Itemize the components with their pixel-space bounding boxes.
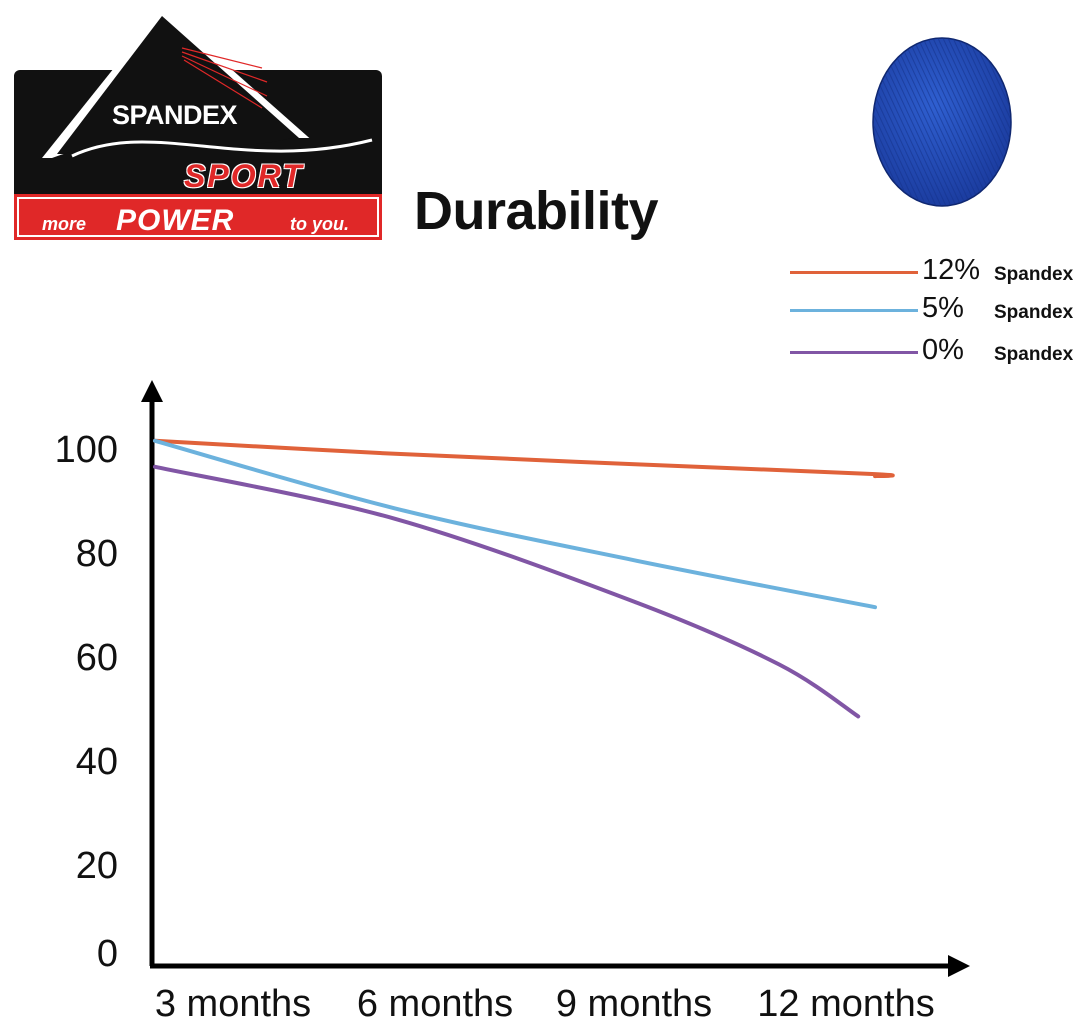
y-axis-arrow (141, 380, 163, 402)
series-line (153, 438, 895, 479)
logo-sport-text: SPORT (184, 158, 304, 194)
legend-line-swatch (790, 309, 918, 312)
y-tick-label: 20 (76, 845, 118, 887)
legend-percent: 12% (922, 254, 981, 286)
logo-brand-text: SPANDEX (112, 100, 238, 130)
series-line (153, 438, 877, 610)
x-axis-arrow (948, 955, 970, 977)
y-tick-labels: 0 20 40 60 80 100 (55, 429, 118, 975)
axes (141, 380, 970, 977)
legend-line-swatch (790, 351, 918, 354)
y-tick-label: 0 (97, 933, 118, 975)
spandex-sport-logo: SPANDEX SPORT more POWER to you. (12, 8, 384, 244)
logo-tagline-power: POWER (116, 204, 235, 237)
y-tick-label: 40 (76, 741, 118, 783)
x-tick-label: 12 months (757, 983, 934, 1025)
logo-tagline-to-you: to you. (290, 214, 349, 234)
y-tick-label: 60 (76, 637, 118, 679)
legend-label: Spandex (994, 264, 1074, 285)
fabric-swatch-icon (872, 37, 1012, 207)
y-tick-label: 80 (76, 533, 118, 575)
x-tick-label: 9 months (556, 983, 712, 1025)
series-line (153, 464, 861, 719)
legend-percent: 5% (922, 292, 964, 324)
series-lines (153, 438, 895, 719)
legend-label: Spandex (994, 302, 1074, 323)
legend-label: Spandex (994, 344, 1074, 365)
legend-line-swatch (790, 271, 918, 274)
legend-percent: 0% (922, 334, 964, 366)
x-tick-label: 6 months (357, 983, 513, 1025)
logo-tagline-more: more (42, 214, 87, 234)
x-tick-label: 3 months (155, 983, 311, 1025)
logo-graphic (14, 8, 382, 240)
chart-title: Durability (414, 181, 659, 241)
x-tick-labels: 3 months 6 months 9 months 12 months (155, 983, 935, 1025)
y-tick-label: 100 (55, 429, 118, 471)
